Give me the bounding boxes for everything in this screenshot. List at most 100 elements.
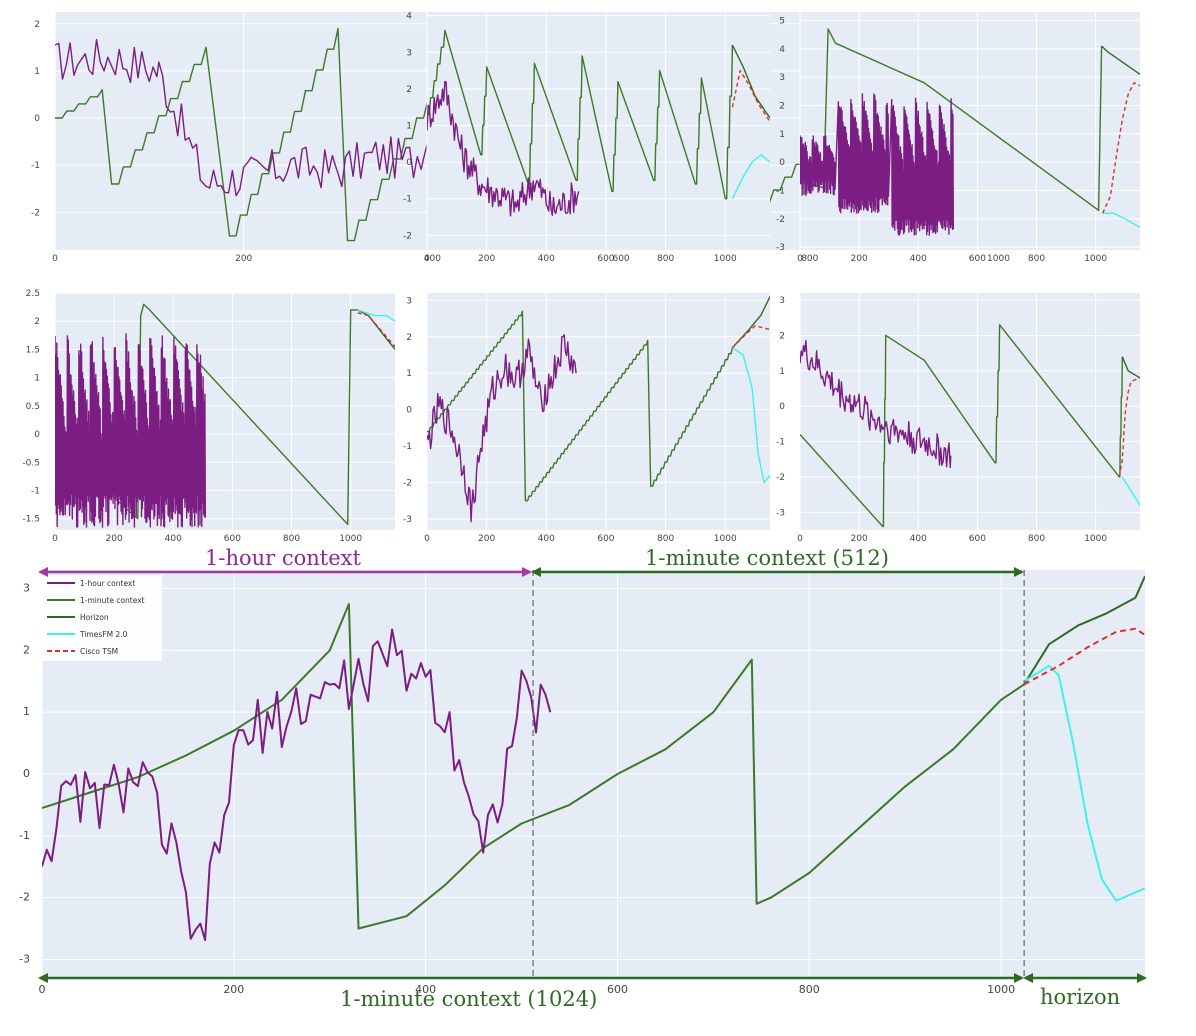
panel-3: 0 200 400 600 800 1000 -3 -2 -1 0 1 2 3 4 5: [776, 12, 1140, 264]
x-tick-label: 400: [910, 254, 927, 264]
series-1-hour-context: [42, 628, 552, 941]
plot-area: [800, 293, 1140, 530]
y-tick-label: 3: [779, 73, 785, 83]
series-horizon: [1023, 575, 1145, 685]
x-tick-label: 800: [799, 983, 820, 996]
y-tick-label: -0.5: [22, 458, 40, 468]
annotation-horizon: horizon: [1040, 985, 1120, 1009]
y-tick-label: 1: [779, 367, 785, 377]
x-tick-label: 200: [223, 983, 244, 996]
x-tick-label: 800: [657, 254, 674, 264]
y-tick-label: 0.5: [26, 402, 40, 412]
legend-timesfm: TimesFM 2.0: [79, 630, 128, 639]
y-tick-label: 2.5: [26, 289, 40, 299]
annotation-1-minute-context-512: 1-minute context (512): [645, 546, 889, 570]
y-tick-label: 0: [34, 114, 40, 124]
x-tick-label: 600: [607, 983, 628, 996]
x-tick-label: 200: [235, 254, 252, 264]
series-1-minute-context: [427, 310, 734, 502]
series-timesfm-2-0: [1121, 476, 1140, 506]
y-tick-label: 2: [779, 102, 785, 112]
plot-area: [427, 293, 770, 530]
y-tick-label: 0: [779, 402, 785, 412]
x-tick-label: 400: [165, 534, 182, 544]
y-tick-label: 2: [406, 333, 412, 343]
y-tick-label: -1.5: [22, 515, 40, 525]
y-tick-label: 3: [406, 296, 412, 306]
y-tick-label: -3: [19, 952, 30, 965]
x-tick-label: 800: [1028, 534, 1045, 544]
x-tick-label: 1000: [1084, 534, 1107, 544]
series-1-hour-context: [800, 93, 954, 236]
x-tick-label: 200: [106, 534, 123, 544]
series-cisco-tsm: [1102, 82, 1140, 214]
x-tick-label: 400: [538, 534, 555, 544]
legend-cisco-tsm: Cisco TSM: [80, 647, 118, 656]
legend-1-minute-context: 1-minute context: [80, 596, 145, 605]
main-legend: 1-hour context 1-minute context Horizon …: [42, 575, 162, 661]
y-tick-label: 1: [779, 130, 785, 140]
y-tick-label: 1: [406, 369, 412, 379]
x-tick-label: 0: [52, 534, 58, 544]
series-cisco-tsm: [1118, 377, 1140, 478]
y-tick-label: -2: [776, 215, 785, 225]
y-tick-label: -3: [403, 515, 412, 525]
x-tick-label: 400: [910, 534, 927, 544]
series-cisco-tsm: [731, 69, 770, 123]
series-horizon: [1101, 45, 1140, 75]
y-tick-label: 2: [406, 85, 412, 95]
y-tick-label: 0: [779, 158, 785, 168]
y-tick-label: 5: [779, 17, 785, 27]
x-tick-label: 800: [801, 254, 818, 264]
y-tick-label: 1.5: [26, 345, 40, 355]
y-tick-label: 3: [406, 48, 412, 58]
series-timesfm-2-0: [731, 154, 770, 200]
x-tick-label: 600: [224, 534, 241, 544]
y-tick-label: 1: [34, 374, 40, 384]
y-tick-label: 3: [779, 296, 785, 306]
y-tick-label: 3: [23, 582, 30, 595]
x-tick-label: 1000: [714, 534, 737, 544]
panel-5: 0 200 400 600 800 1000 -3 -2 -1 0 1 2 3: [403, 293, 770, 544]
y-tick-label: -3: [776, 508, 785, 518]
series-cisco-tsm: [1023, 627, 1145, 686]
y-tick-label: 2: [34, 20, 40, 30]
y-tick-label: 0: [406, 406, 412, 416]
y-tick-label: -1: [31, 487, 40, 497]
annotation-1-minute-context-1024: 1-minute context (1024): [340, 987, 597, 1011]
y-tick-label: 4: [406, 12, 412, 22]
x-tick-label: 200: [478, 254, 495, 264]
series-horizon: [1121, 356, 1140, 379]
x-tick-label: 600: [612, 254, 629, 264]
series-1-hour-context: [55, 333, 206, 528]
series-horizon: [731, 44, 770, 119]
series-1-minute-context: [42, 603, 1025, 930]
series-1-hour-context: [427, 80, 580, 217]
panel-2: 0 200 400 600 800 1000 -2 -1 0 1 2 3 4: [403, 12, 770, 264]
x-tick-label: 800: [657, 534, 674, 544]
x-tick-label: 200: [478, 534, 495, 544]
series-timesfm-2-0: [357, 309, 395, 322]
x-tick-label: 0: [424, 254, 430, 264]
y-tick-label: 0: [23, 767, 30, 780]
y-tick-label: 2: [23, 643, 30, 656]
x-tick-label: 800: [283, 534, 300, 544]
series-cisco-tsm: [731, 325, 770, 349]
series-timesfm-2-0: [1102, 212, 1140, 228]
annotation-1-hour-context: 1-hour context: [205, 546, 362, 570]
x-tick-label: 200: [851, 534, 868, 544]
panel-4: 0 200 400 600 800 1000 -1.5 -1 -0.5 0 0.5 1 1.5 2 2.5: [22, 289, 395, 544]
legend-1-hour-context: 1-hour context: [80, 579, 135, 588]
x-tick-label: 0: [797, 254, 803, 264]
series-1-minute-context: [800, 324, 1123, 528]
x-tick-label: 400: [538, 254, 555, 264]
series-timesfm-2-0: [732, 347, 770, 484]
x-tick-label: 400: [424, 254, 441, 264]
y-tick-label: 2: [34, 317, 40, 327]
series-cisco-tsm: [357, 312, 395, 348]
y-tick-label: 0: [34, 430, 40, 440]
y-tick-label: 0: [406, 158, 412, 168]
y-tick-label: 1: [23, 705, 30, 718]
x-tick-label: 600: [597, 254, 614, 264]
